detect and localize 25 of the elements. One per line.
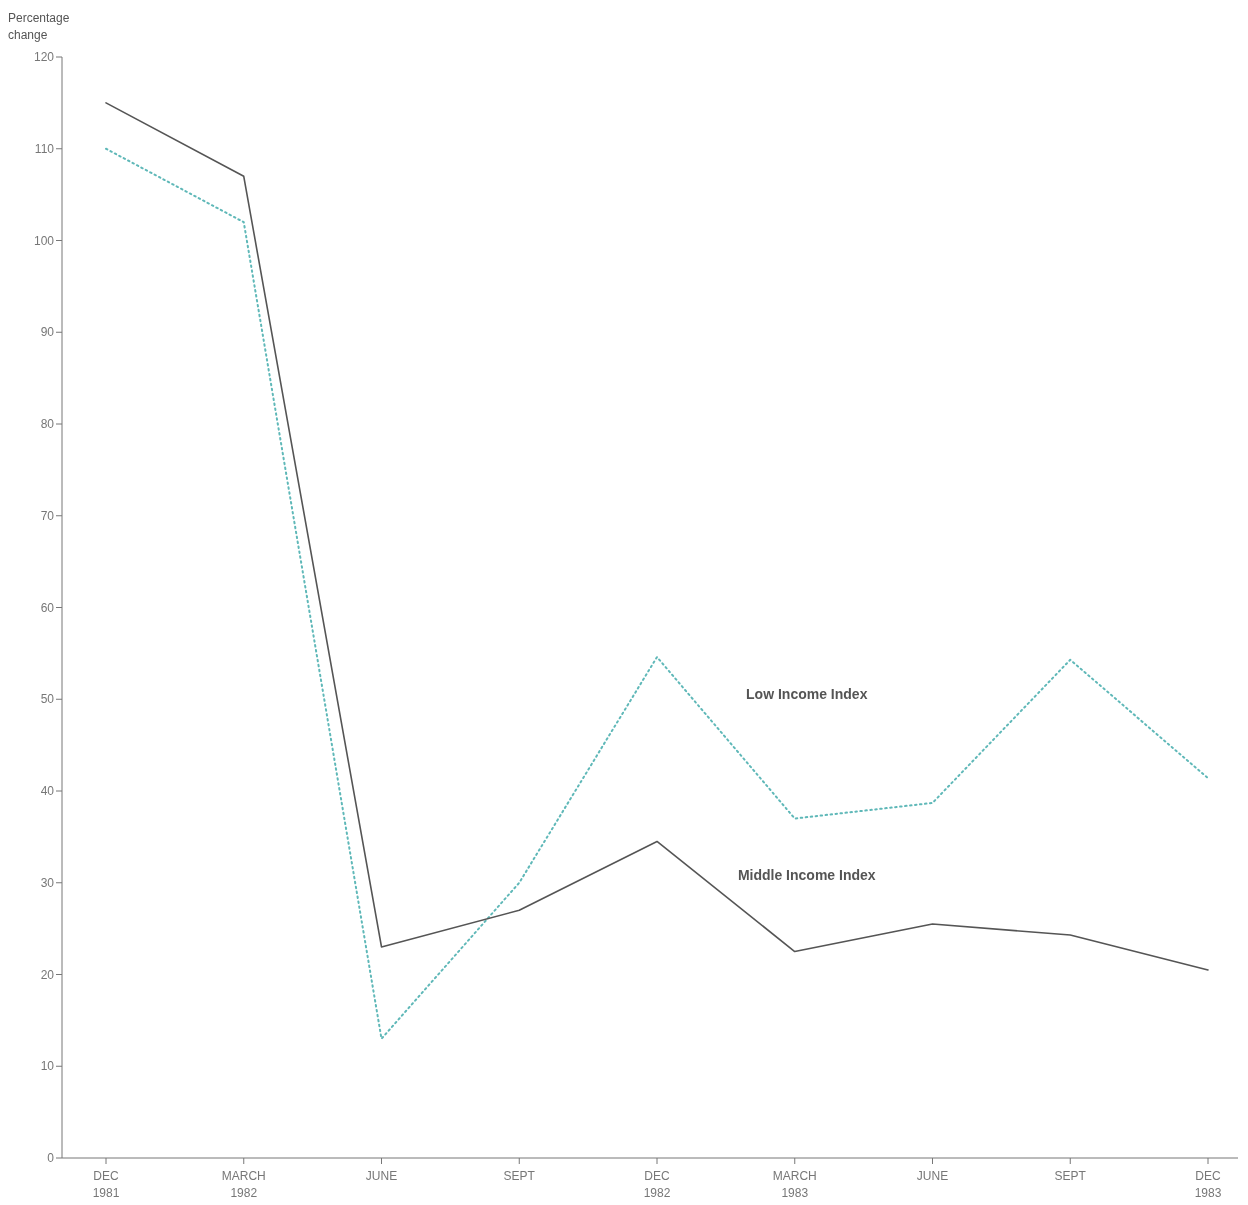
y-tick-label: 40: [40, 784, 55, 798]
y-tick-label: 60: [40, 600, 55, 615]
x-tick-label: SEPT: [1054, 1169, 1087, 1183]
y-tick-label: 100: [33, 233, 55, 248]
y-tick-label: 30: [40, 875, 55, 890]
y-tick-label: 50: [40, 692, 55, 707]
y-tick-label: 110: [34, 141, 55, 156]
y-tick-label: 70: [40, 508, 55, 523]
y-tick-label: 10: [40, 1059, 55, 1074]
x-tick-label: DEC 1983: [1194, 1169, 1222, 1200]
series-label: Middle Income Index: [737, 866, 876, 883]
text: Low Income Index: [746, 685, 868, 702]
y-tick-label: 0: [47, 1151, 55, 1165]
y-tick-label: 20: [40, 967, 55, 982]
x-tick-label: MARCH 1982: [221, 1169, 266, 1200]
y-tick-label: 80: [40, 417, 55, 431]
x-tick-label: SEPT: [503, 1169, 536, 1183]
x-tick-label: MARCH 1983: [772, 1169, 817, 1200]
x-tick-label: JUNE: [916, 1169, 949, 1183]
y-tick-label: 90: [40, 325, 55, 340]
x-tick-label: DEC 1982: [643, 1169, 671, 1200]
y-tick-label: 120: [33, 50, 55, 64]
y-axis-title: Percentage change: [8, 11, 70, 42]
x-tick-label: JUNE: [365, 1169, 398, 1183]
x-tick-label: DEC 1981: [92, 1169, 120, 1200]
